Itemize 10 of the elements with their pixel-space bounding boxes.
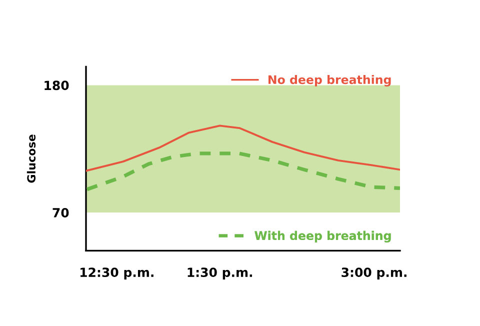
legend-label: With deep breathing [254, 230, 391, 242]
x-tick-label: 3:00 p.m. [342, 268, 406, 280]
line-series [86, 124, 400, 172]
y-tick-label: 70 [52, 208, 69, 218]
legend-label: No deep breathing [268, 74, 391, 86]
x-tick-label: 1:30 p.m. [188, 268, 252, 280]
x-tick-label: 12:30 p.m. [80, 268, 154, 280]
y-axis-title: Glucose [26, 134, 36, 183]
y-tick-label: 180 [44, 80, 69, 90]
line-series [86, 152, 400, 192]
